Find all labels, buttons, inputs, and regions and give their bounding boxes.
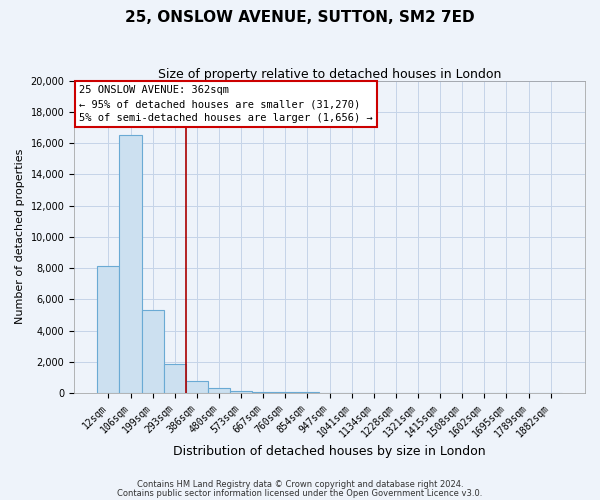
Y-axis label: Number of detached properties: Number of detached properties (15, 149, 25, 324)
X-axis label: Distribution of detached houses by size in London: Distribution of detached houses by size … (173, 444, 486, 458)
Bar (186, 380, 208, 393)
Bar (119, 135, 142, 393)
Bar (164, 364, 186, 393)
Text: 25 ONSLOW AVENUE: 362sqm
← 95% of detached houses are smaller (31,270)
5% of sem: 25 ONSLOW AVENUE: 362sqm ← 95% of detach… (79, 85, 373, 123)
Title: Size of property relative to detached houses in London: Size of property relative to detached ho… (158, 68, 501, 80)
Bar (97, 266, 119, 393)
Bar (274, 392, 296, 393)
Text: Contains HM Land Registry data © Crown copyright and database right 2024.: Contains HM Land Registry data © Crown c… (137, 480, 463, 489)
Text: 25, ONSLOW AVENUE, SUTTON, SM2 7ED: 25, ONSLOW AVENUE, SUTTON, SM2 7ED (125, 10, 475, 25)
Text: Contains public sector information licensed under the Open Government Licence v3: Contains public sector information licen… (118, 488, 482, 498)
Bar (252, 392, 274, 393)
Bar (208, 388, 230, 393)
Bar (296, 392, 319, 393)
Bar (142, 310, 164, 393)
Bar (230, 390, 252, 393)
